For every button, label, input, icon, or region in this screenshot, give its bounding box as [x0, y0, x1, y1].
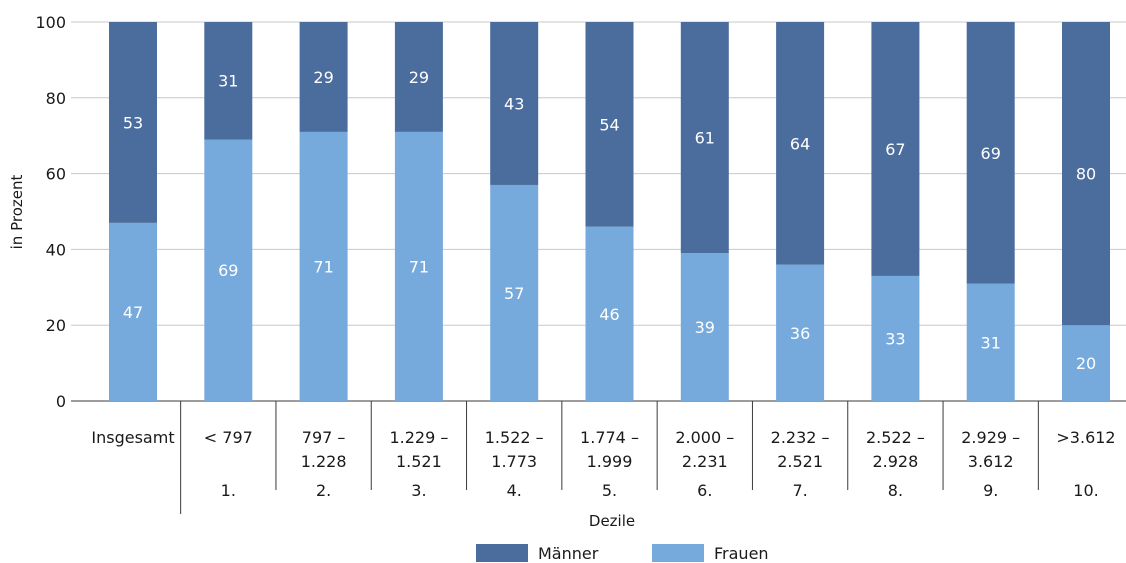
category-label: 1.774 –1.999: [580, 428, 639, 471]
bar-value-label: 33: [885, 329, 905, 348]
dezil-label: 4.: [507, 481, 522, 500]
bar-value-label: 29: [409, 68, 429, 87]
bar-value-label: 69: [981, 144, 1001, 163]
bar-männer: [585, 22, 634, 227]
category-label: 1.229 –1.521: [389, 428, 448, 471]
category-label: >3.612: [1056, 428, 1115, 447]
bar-value-label: 31: [218, 72, 238, 91]
legend-swatch-männer: [476, 544, 528, 562]
dezil-label: 8.: [888, 481, 903, 500]
y-tick-label: 0: [56, 392, 66, 411]
dezil-label: 9.: [983, 481, 998, 500]
bar-frauen: [394, 131, 443, 401]
bar-value-label: 64: [790, 134, 810, 153]
category-label: 2.929 –3.612: [961, 428, 1020, 471]
bar-value-label: 80: [1076, 165, 1096, 184]
bar-männer: [490, 22, 539, 185]
bar-männer: [299, 22, 348, 132]
category-label: 2.522 –2.928: [866, 428, 925, 471]
legend: Männer Frauen: [476, 544, 769, 563]
bar-value-label: 29: [313, 68, 333, 87]
category-label: 2.232 –2.521: [771, 428, 830, 471]
bar-männer: [1062, 22, 1110, 326]
bar-männer: [871, 22, 920, 276]
bar-frauen: [871, 275, 920, 401]
bar-value-label: 46: [599, 305, 619, 324]
bar-männer: [966, 22, 1015, 284]
dezil-label: 10.: [1073, 481, 1098, 500]
dezil-label: 2.: [316, 481, 331, 500]
bar-frauen: [299, 131, 348, 401]
bar-frauen: [490, 184, 539, 401]
dezil-label: 1.: [221, 481, 236, 500]
legend-label-frauen: Frauen: [714, 544, 769, 563]
bar-frauen: [204, 139, 253, 402]
category-label: Insgesamt: [91, 428, 174, 447]
bar-value-label: 71: [409, 257, 429, 276]
bar-value-label: 47: [123, 303, 143, 322]
x-axis-title: Dezile: [589, 512, 635, 530]
bar-männer: [204, 22, 253, 140]
bar-frauen: [585, 226, 634, 401]
bar-value-label: 71: [313, 257, 333, 276]
y-tick-label: 60: [46, 165, 66, 184]
legend-label-männer: Männer: [538, 544, 599, 563]
bar-value-label: 43: [504, 94, 524, 113]
bar-value-label: 36: [790, 324, 810, 343]
bar-value-label: 61: [695, 129, 715, 148]
y-tick-label: 40: [46, 240, 66, 259]
category-label: < 797: [204, 428, 253, 447]
bar-value-label: 20: [1076, 354, 1096, 373]
dezil-label: 5.: [602, 481, 617, 500]
bar-value-label: 69: [218, 261, 238, 280]
y-tick-label: 20: [46, 316, 66, 335]
bar-männer: [109, 22, 157, 223]
y-axis-title: in Prozent: [8, 175, 26, 250]
legend-swatch-frauen: [652, 544, 704, 562]
bar-männer: [776, 22, 825, 265]
bar-frauen: [966, 283, 1015, 401]
dezil-label: 6.: [697, 481, 712, 500]
y-tick-label: 80: [46, 89, 66, 108]
x-axis: Insgesamt < 797 1. 797 –1.228 2. 1.229 –1.521…: [91, 401, 1116, 514]
bar-männer: [680, 22, 729, 254]
category-label: 1.522 –1.773: [485, 428, 544, 471]
bar-labels: 47 53 69 31 71 29 71 29 57 43 46 54 39 61 36 64 33 67 31 69…: [123, 68, 1096, 373]
bar-value-label: 54: [599, 115, 619, 134]
category-label: 797 –1.228: [301, 428, 347, 471]
category-label: 2.000 –2.231: [675, 428, 734, 471]
bars: [109, 22, 1110, 402]
y-axis-ticks: 0 20 40 60 80 100: [35, 13, 66, 411]
y-tick-label: 100: [35, 13, 66, 32]
bar-frauen: [1062, 325, 1110, 401]
bar-männer: [394, 22, 443, 132]
bar-frauen: [680, 253, 729, 401]
bar-value-label: 67: [885, 140, 905, 159]
bar-value-label: 31: [981, 333, 1001, 352]
bar-value-label: 57: [504, 284, 524, 303]
dezil-label: 3.: [411, 481, 426, 500]
dezil-label: 7.: [792, 481, 807, 500]
bar-frauen: [776, 264, 825, 401]
bar-value-label: 39: [695, 318, 715, 337]
bar-value-label: 53: [123, 113, 143, 132]
bar-frauen: [109, 222, 157, 401]
